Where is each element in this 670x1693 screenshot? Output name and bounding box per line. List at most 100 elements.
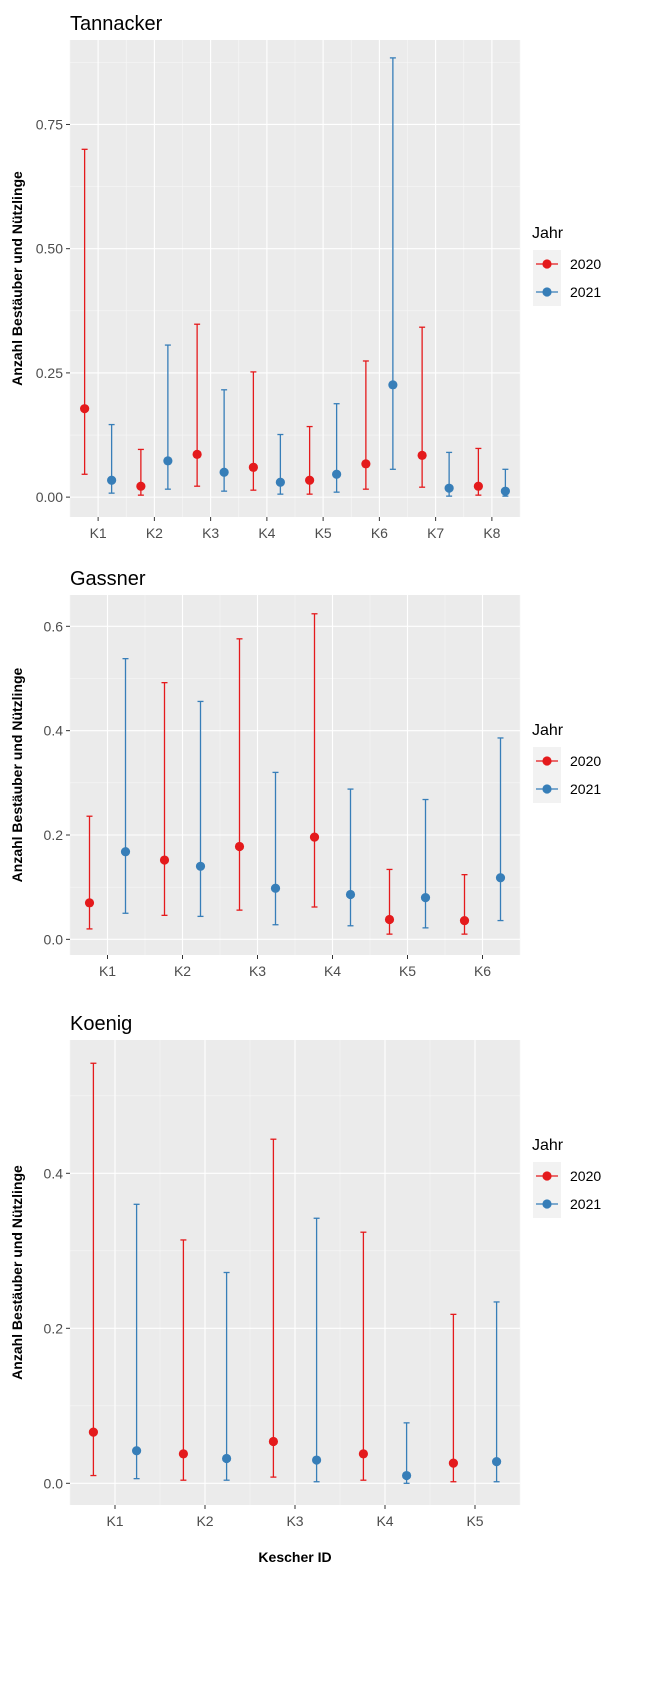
x-tick-label: K1	[106, 1513, 123, 1529]
x-tick-label: K1	[90, 525, 107, 541]
data-point	[178, 1449, 188, 1459]
data-point	[88, 1427, 98, 1437]
x-tick-label: K2	[196, 1513, 213, 1529]
x-axis-label: Kescher ID	[258, 1549, 331, 1565]
y-tick-label: 0.50	[36, 241, 63, 257]
chart-title: Koenig	[70, 1013, 132, 1035]
x-tick-label: K5	[399, 963, 416, 979]
x-tick-label: K3	[249, 963, 266, 979]
chart-panel-3: Koenig 0.0 0.2 0.4 K1 K2 K3 K4 K5 Anzahl Bestäube…	[9, 1013, 601, 1565]
legend: Jahr 2020 2021	[532, 722, 601, 803]
legend-key-point	[542, 259, 552, 269]
x-tick-label: K6	[371, 525, 388, 541]
series-2021	[120, 658, 506, 929]
legend-key-point	[542, 784, 552, 794]
legend-label-2020: 2020	[570, 256, 601, 272]
x-tick-label: K5	[466, 1513, 483, 1529]
y-axis-label: Anzahl Bestäuber und Nützlinge	[9, 171, 25, 386]
series-2021	[132, 1203, 502, 1484]
data-point	[305, 475, 315, 485]
data-point	[195, 861, 206, 871]
data-point	[270, 883, 281, 893]
data-point	[332, 469, 342, 479]
data-point	[459, 915, 470, 926]
legend-label-2021: 2021	[570, 1196, 601, 1212]
data-point	[159, 855, 170, 865]
y-tick-label: 0.25	[36, 365, 63, 381]
x-tick-label: K3	[286, 1513, 303, 1529]
data-point	[358, 1449, 368, 1459]
data-point	[417, 450, 427, 460]
legend-key-point	[542, 287, 552, 297]
chart-title: Tannacker	[70, 13, 163, 35]
data-point	[222, 1453, 232, 1464]
data-point	[444, 483, 454, 493]
legend-title: Jahr	[532, 1137, 564, 1154]
data-point	[312, 1455, 322, 1465]
y-axis-label: Anzahl Bestäuber und Nützlinge	[9, 667, 25, 882]
data-point	[384, 914, 395, 925]
series-2020	[80, 148, 483, 496]
data-point	[420, 893, 431, 903]
x-tick-label: K6	[474, 963, 491, 979]
legend: Jahr 2020 2021	[532, 225, 601, 306]
x-tick-label: K1	[99, 963, 116, 979]
legend-label-2020: 2020	[570, 753, 601, 769]
x-tick-label: K2	[174, 963, 191, 979]
legend-key-point	[542, 1199, 552, 1209]
x-tick-label: K4	[258, 525, 275, 541]
data-point	[500, 486, 510, 496]
series-2020	[88, 1062, 458, 1483]
y-tick-label: 0.4	[44, 1165, 64, 1181]
y-tick-label: 0.2	[44, 827, 64, 843]
legend-key-point	[542, 1171, 552, 1181]
legend-title: Jahr	[532, 722, 564, 739]
data-point	[163, 456, 173, 466]
data-point	[248, 462, 258, 472]
y-tick-label: 0.00	[36, 489, 63, 505]
data-point	[219, 467, 229, 477]
x-tick-label: K4	[376, 1513, 393, 1529]
data-point	[84, 898, 95, 908]
y-tick-label: 0.0	[44, 1475, 64, 1491]
chart-title: Gassner	[70, 568, 146, 590]
series-2020	[84, 613, 470, 935]
data-point	[275, 477, 285, 487]
data-point	[492, 1457, 502, 1467]
data-point	[80, 404, 90, 414]
y-tick-label: 0.4	[44, 723, 64, 739]
data-point	[473, 481, 483, 491]
data-point	[132, 1446, 142, 1456]
legend-label-2021: 2021	[570, 781, 601, 797]
chart-panel-2: Gassner 0.0 0.2 0.4 0.6 K1 K2 K3 K4 K5 K6 Anzahl Be…	[9, 568, 601, 979]
legend-label-2021: 2021	[570, 284, 601, 300]
y-tick-label: 0.2	[44, 1320, 64, 1336]
series-2021	[107, 57, 510, 497]
x-tick-label: K4	[324, 963, 341, 979]
legend: Jahr 2020 2021	[532, 1137, 601, 1218]
y-tick-label: 0.75	[36, 116, 63, 132]
x-tick-label: K5	[315, 525, 332, 541]
data-point	[361, 459, 371, 469]
legend-key-point	[542, 756, 552, 766]
x-tick-label: K3	[202, 525, 219, 541]
legend-label-2020: 2020	[570, 1168, 601, 1184]
legend-title: Jahr	[532, 225, 564, 242]
x-tick-label: K8	[483, 525, 500, 541]
data-point	[388, 380, 398, 390]
data-point	[402, 1470, 412, 1481]
data-point	[345, 889, 356, 900]
data-point	[268, 1436, 278, 1447]
data-point	[234, 841, 245, 852]
y-tick-label: 0.6	[44, 618, 64, 634]
data-point	[136, 481, 146, 491]
x-tick-label: K7	[427, 525, 444, 541]
data-point	[495, 873, 506, 883]
data-point	[192, 449, 202, 459]
data-point	[309, 832, 320, 842]
data-point	[120, 847, 131, 857]
data-point	[107, 475, 117, 485]
y-tick-label: 0.0	[44, 931, 64, 947]
x-tick-label: K2	[146, 525, 163, 541]
